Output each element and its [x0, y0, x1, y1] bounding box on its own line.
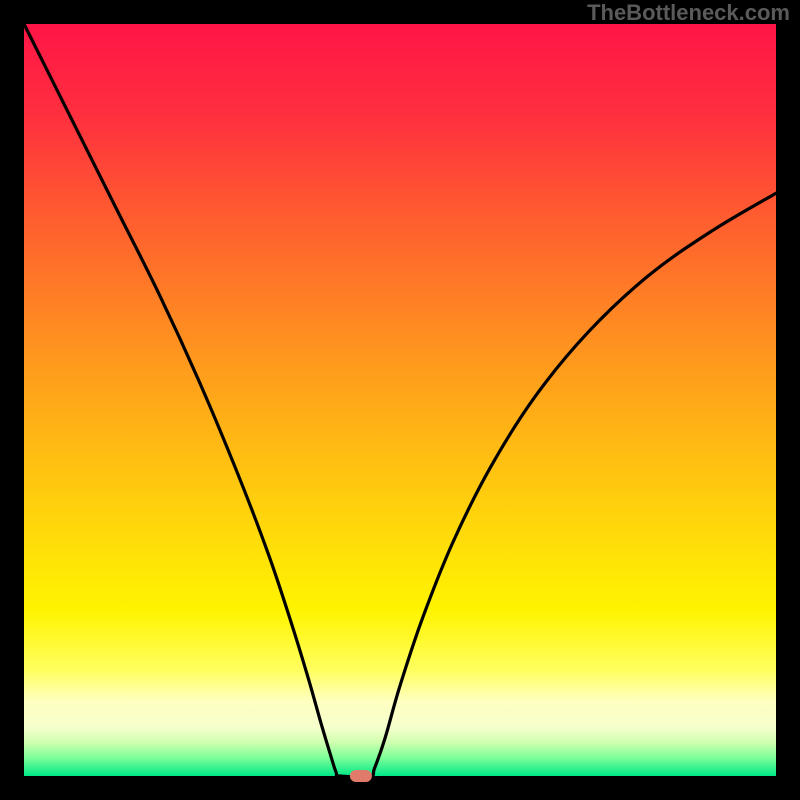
watermark-text: TheBottleneck.com — [587, 0, 790, 26]
chart-container: TheBottleneck.com — [0, 0, 800, 800]
bottleneck-chart — [0, 0, 800, 800]
optimal-marker — [350, 770, 372, 782]
plot-gradient — [24, 24, 776, 776]
